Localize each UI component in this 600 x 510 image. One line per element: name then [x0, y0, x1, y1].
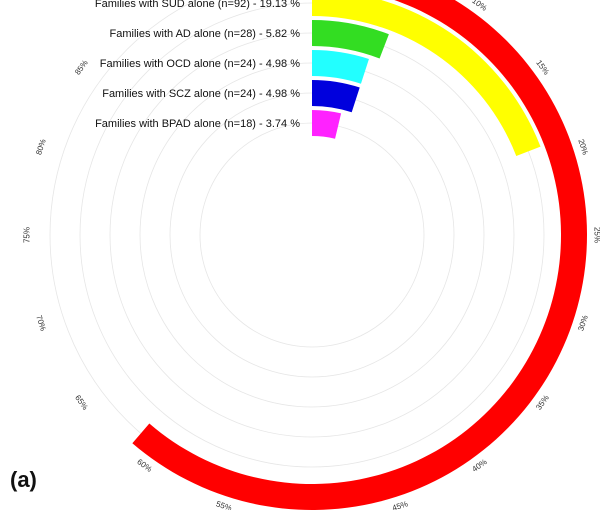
tick-label: 10% [470, 0, 488, 13]
tick-label: 40% [470, 457, 488, 474]
tick-label: 15% [534, 58, 551, 76]
tick-label: 70% [34, 314, 48, 332]
tick-label: 85% [73, 58, 90, 76]
bar-label-3: Families with OCD alone (n=24) - 4.98 % [100, 58, 300, 70]
bar-3 [312, 50, 369, 84]
bar-1 [312, 0, 541, 157]
bar-5 [312, 110, 342, 139]
tick-label: 60% [135, 457, 153, 474]
tick-label: 65% [73, 393, 90, 411]
bar-label-2: Families with AD alone (n=28) - 5.82 % [110, 28, 301, 40]
tick-label: 25% [593, 227, 600, 243]
tick-label: 55% [215, 499, 233, 510]
grid-ring [199, 122, 425, 348]
bar-labels: Families with Dissimilar Diagnosis (n=29… [95, 0, 301, 130]
tick-label: 80% [34, 138, 48, 156]
bar-2 [312, 20, 389, 59]
bar-4 [312, 80, 360, 113]
bar-label-1: Families with SUD alone (n=92) - 19.13 % [95, 0, 300, 10]
tick-label: 35% [534, 393, 551, 411]
tick-label: 20% [576, 138, 590, 156]
tick-label: 75% [23, 227, 32, 243]
bar-label-5: Families with BPAD alone (n=18) - 3.74 % [95, 118, 300, 130]
bar-label-4: Families with SCZ alone (n=24) - 4.98 % [102, 88, 300, 100]
bar-0 [132, 0, 587, 510]
bars [132, 0, 587, 510]
tick-label: 45% [391, 499, 409, 510]
panel-label: (a) [10, 467, 37, 492]
tick-label: 30% [576, 314, 590, 332]
